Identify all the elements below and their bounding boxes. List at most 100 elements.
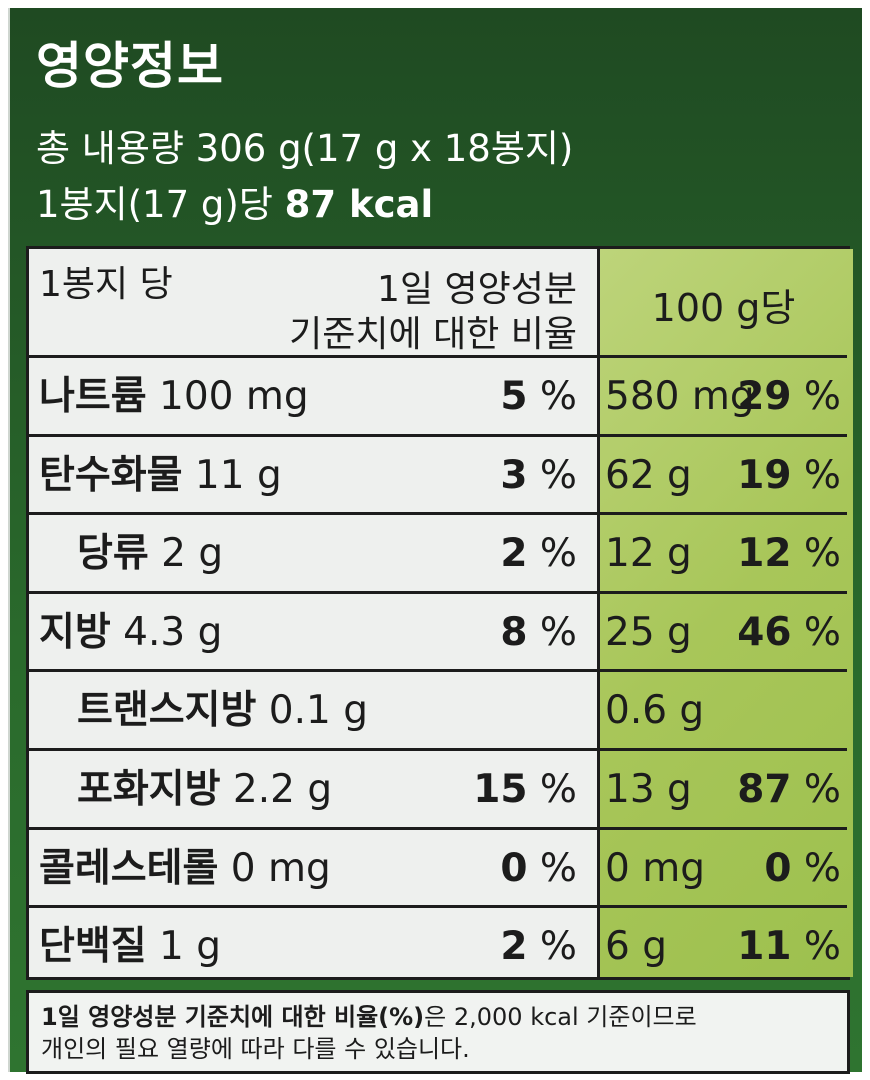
table-row-nutrient: 나트륨 100 mg — [39, 377, 309, 416]
per100g-amount: 0.6 g — [605, 688, 705, 734]
daily-value-number: 2 — [500, 924, 528, 970]
percent-unit: % — [791, 374, 841, 419]
header-daily-value-line2: 기준치에 대한 비율 — [289, 314, 577, 355]
daily-value-percent: 15 % — [473, 770, 577, 809]
daily-value-percent: 0 % — [500, 849, 577, 888]
total-content: 총 내용량 306 g(17 g x 18봉지) — [36, 127, 574, 170]
percent-unit: % — [791, 924, 841, 970]
per100g-amount: 62 g — [605, 452, 692, 498]
per100g-percent: 87 % — [737, 770, 841, 809]
percent-unit: % — [791, 845, 841, 891]
daily-value-number: 0 — [500, 845, 528, 891]
table-row-nutrient: 당류 2 g — [77, 534, 223, 573]
row-divider — [29, 748, 847, 751]
row-divider — [29, 905, 847, 909]
per100g-percent-number: 29 — [737, 374, 792, 419]
row-divider — [29, 590, 847, 594]
per100g-percent-number: 19 — [737, 452, 792, 498]
calories-value: 87 kcal — [284, 183, 434, 226]
percent-unit: % — [791, 531, 841, 577]
percent-unit: % — [527, 531, 577, 577]
nutrition-table: 1봉지 당 1일 영양성분 기준치에 대한 비율 100 g당 나트륨 100 … — [26, 246, 853, 980]
per100g-amount: 12 g — [605, 531, 692, 577]
percent-unit: % — [527, 924, 577, 970]
percent-unit: % — [527, 374, 577, 419]
nutrient-name: 나트륨 — [39, 374, 147, 419]
per-serving-calories: 1봉지(17 g)당 87 kcal — [36, 174, 433, 228]
daily-value-number: 15 — [473, 767, 528, 812]
daily-value-number: 3 — [500, 452, 528, 498]
nutrient-amount: 0 mg — [218, 845, 331, 891]
daily-value-percent: 5 % — [500, 377, 577, 416]
footer-line2: 개인의 필요 열량에 따라 다를 수 있습니다. — [41, 1035, 470, 1064]
daily-value-number: 5 — [500, 374, 528, 419]
nutrient-name: 포화지방 — [77, 767, 221, 812]
header-per-serving: 1봉지 당 — [39, 264, 173, 305]
daily-value-number: 8 — [500, 609, 528, 655]
nutrient-name: 트랜스지방 — [77, 688, 257, 734]
daily-value-percent: 3 % — [500, 456, 577, 495]
per100g-percent: 12 % — [737, 534, 841, 573]
per100g-percent-number: 11 — [737, 924, 792, 970]
per100g-amount: 580 mg — [605, 374, 755, 419]
nutrient-amount: 2.2 g — [220, 767, 333, 812]
table-row-nutrient: 탄수화물 11 g — [39, 456, 282, 495]
per100g-amount: 25 g — [605, 609, 692, 655]
nutrient-amount: 100 mg — [146, 374, 309, 419]
header-per100g: 100 g당 — [651, 286, 796, 330]
table-row-nutrient: 단백질 1 g — [39, 927, 221, 966]
percent-unit: % — [527, 452, 577, 498]
table-row-nutrient: 트랜스지방 0.1 g — [77, 691, 368, 730]
percent-unit: % — [527, 845, 577, 891]
footer-bold: 1일 영양성분 기준치에 대한 비율(%) — [41, 1003, 425, 1031]
table-row-nutrient: 지방 4.3 g — [39, 613, 222, 652]
nutrient-amount: 1 g — [146, 924, 222, 970]
percent-unit: % — [527, 609, 577, 655]
percent-unit: % — [791, 609, 841, 655]
per100g-percent-number: 46 — [737, 609, 792, 655]
footer-note: 1일 영양성분 기준치에 대한 비율(%)은 2,000 kcal 기준이므로 … — [26, 990, 850, 1074]
daily-value-percent: 8 % — [500, 613, 577, 652]
row-divider — [29, 826, 847, 830]
row-divider — [29, 512, 847, 516]
per100g-percent: 0 % — [764, 849, 841, 888]
per-serving-prefix: 1봉지(17 g)당 — [36, 183, 273, 226]
per100g-percent-number: 0 — [764, 845, 792, 891]
nutrient-name: 콜레스테롤 — [39, 845, 219, 891]
per100g-column — [597, 249, 853, 977]
per100g-amount: 0 mg — [605, 845, 705, 891]
daily-value-percent: 2 % — [500, 534, 577, 573]
percent-unit: % — [791, 767, 841, 812]
nutrient-amount: 4.3 g — [110, 609, 223, 655]
per100g-percent: 11 % — [737, 927, 841, 966]
daily-value-percent: 2 % — [500, 927, 577, 966]
nutrient-amount: 11 g — [182, 452, 282, 498]
per100g-percent-number: 87 — [737, 767, 792, 812]
row-divider — [29, 355, 847, 358]
nutrient-name: 탄수화물 — [39, 452, 183, 498]
header-daily-value: 1일 영양성분 기준치에 대한 비율 — [289, 267, 577, 357]
percent-unit: % — [527, 767, 577, 812]
nutrient-amount: 2 g — [148, 531, 224, 577]
row-divider — [29, 433, 847, 437]
page-title: 영양정보 — [36, 37, 224, 95]
per100g-percent: 19 % — [737, 456, 841, 495]
nutrient-name: 단백질 — [39, 924, 147, 970]
per100g-percent-number: 12 — [737, 531, 792, 577]
header-daily-value-line1: 1일 영양성분 — [377, 269, 577, 310]
nutrient-name: 지방 — [39, 609, 111, 655]
percent-unit: % — [791, 452, 841, 498]
per100g-amount: 13 g — [605, 767, 692, 812]
per100g-percent: 46 % — [737, 613, 841, 652]
table-row-nutrient: 콜레스테롤 0 mg — [39, 849, 331, 888]
row-divider — [29, 669, 847, 673]
footer-line1: 1일 영양성분 기준치에 대한 비율(%)은 2,000 kcal 기준이므로 — [41, 1001, 835, 1033]
per100g-percent: 29 % — [737, 377, 841, 416]
nutrition-panel: 영양정보 총 내용량 306 g(17 g x 18봉지) 1봉지(17 g)당… — [8, 8, 862, 1074]
nutrient-amount: 0.1 g — [256, 688, 368, 734]
per100g-amount: 6 g — [605, 924, 667, 970]
nutrient-name: 당류 — [77, 531, 149, 577]
daily-value-number: 2 — [500, 531, 528, 577]
footer-rest: 은 2,000 kcal 기준이므로 — [424, 1003, 697, 1031]
